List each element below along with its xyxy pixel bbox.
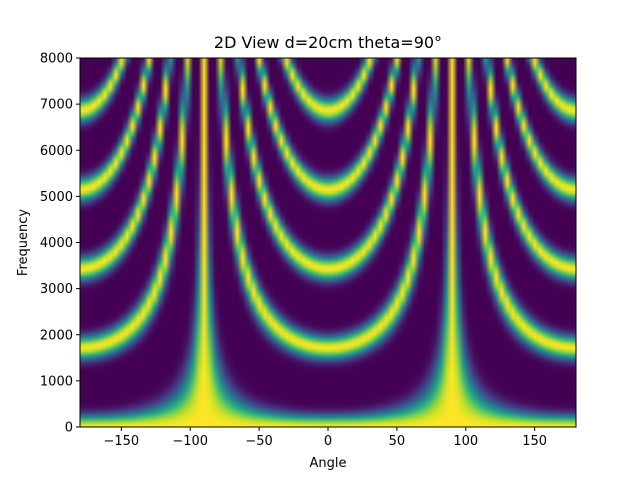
x-tick-label: 50: [389, 434, 406, 449]
y-tick-label: 4000: [40, 236, 73, 251]
y-tick-label: 0: [65, 421, 73, 436]
x-tick-label: 150: [522, 434, 547, 449]
x-tick-label: 0: [324, 434, 332, 449]
plot-area: [80, 58, 576, 427]
x-tick-label: −50: [245, 434, 272, 449]
x-axis-label: Angle: [310, 456, 347, 471]
y-tick-label: 2000: [40, 328, 73, 343]
x-tick-label: −150: [103, 434, 139, 449]
y-tick-label: 7000: [40, 98, 73, 113]
x-axis: −150 −100 −50 0 50 100 150: [103, 427, 547, 449]
x-tick-label: 100: [453, 434, 478, 449]
heatmap-image: [80, 58, 576, 427]
y-tick-label: 6000: [40, 144, 73, 159]
y-tick-label: 8000: [40, 52, 73, 67]
y-tick-label: 1000: [40, 374, 73, 389]
x-tick-label: −100: [172, 434, 208, 449]
y-axis-label: Frequency: [16, 209, 31, 276]
y-tick-label: 3000: [40, 282, 73, 297]
chart-title: 2D View d=20cm theta=90°: [214, 33, 442, 52]
y-axis: 0 1000 2000 3000 4000 5000 6000 7000 8000: [40, 52, 80, 436]
y-tick-label: 5000: [40, 190, 73, 205]
